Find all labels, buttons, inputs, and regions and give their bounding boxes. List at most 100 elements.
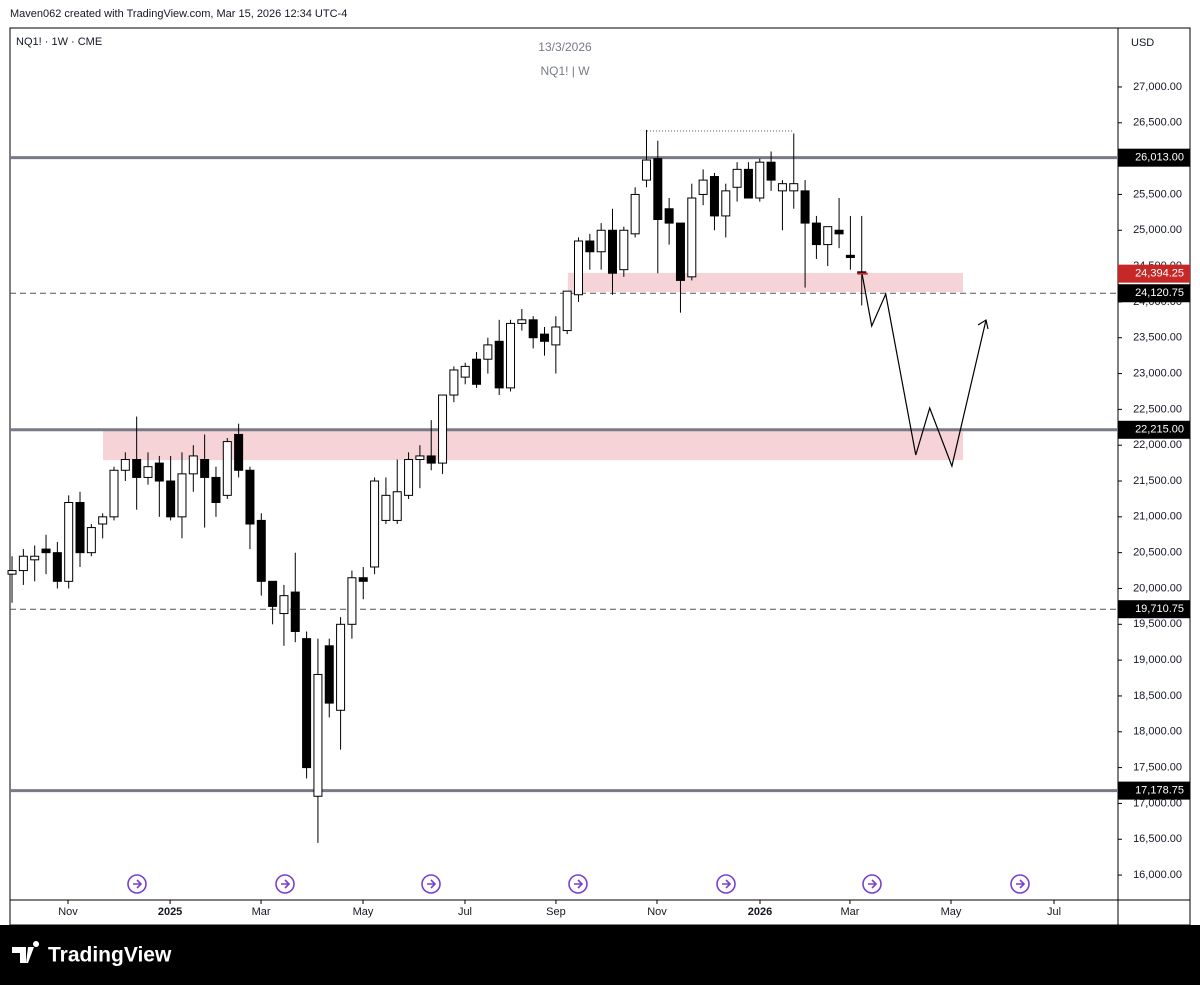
candle-body xyxy=(596,229,606,253)
y-tick-label: 23,000.00 xyxy=(1133,367,1182,379)
y-tick-label: 21,000.00 xyxy=(1133,511,1182,523)
candle-body xyxy=(188,455,198,475)
candle-body xyxy=(823,226,833,246)
last-price-label: 24,394.25 xyxy=(1135,268,1184,280)
candle-body xyxy=(721,190,731,217)
overlay xyxy=(127,130,1030,894)
header: Maven062 created with TradingView.com, M… xyxy=(10,8,347,20)
candle-body xyxy=(86,527,96,554)
candle-body xyxy=(834,229,844,235)
candle-body xyxy=(381,494,391,521)
candle-body xyxy=(211,476,221,504)
candle-body xyxy=(234,433,244,471)
candle-body xyxy=(675,222,685,281)
y-tick-label: 17,000.00 xyxy=(1133,797,1182,809)
candle-body xyxy=(630,193,640,235)
candle-body xyxy=(426,455,436,464)
projection-arrowhead xyxy=(977,319,989,330)
candle-body xyxy=(551,326,561,346)
level-tag-label: 19,710.75 xyxy=(1135,603,1184,615)
candle-body xyxy=(607,229,617,274)
x-tick-label: 2026 xyxy=(748,906,772,918)
candle-body xyxy=(698,179,708,195)
last-price-tag xyxy=(1118,264,1190,283)
plot-area xyxy=(7,129,1118,843)
candle-body xyxy=(483,344,493,360)
candle-body xyxy=(143,466,153,478)
candle-body xyxy=(438,394,448,464)
y-tick-label: 20,000.00 xyxy=(1133,582,1182,594)
x-tick-label: May xyxy=(353,906,374,918)
candle-body xyxy=(18,555,28,572)
level-tag xyxy=(1118,148,1190,167)
x-tick-label: May xyxy=(941,906,962,918)
level-tag xyxy=(1118,781,1190,800)
candle-body xyxy=(732,168,742,188)
candle-body xyxy=(41,548,51,554)
candle-body xyxy=(653,158,663,221)
candle-body xyxy=(449,369,459,396)
candle-body xyxy=(789,183,799,192)
y-tick-label: 16,500.00 xyxy=(1133,833,1182,845)
currency: USD xyxy=(1131,37,1154,49)
zone xyxy=(103,431,964,461)
level-tag-label: 22,215.00 xyxy=(1135,424,1184,436)
y-tick-label: 19,000.00 xyxy=(1133,654,1182,666)
candle-body xyxy=(562,290,572,332)
event-icon-arrow xyxy=(281,879,291,889)
level-tag-label: 26,013.00 xyxy=(1135,152,1184,164)
candle-body xyxy=(279,595,289,615)
candle-body xyxy=(98,516,108,525)
candle-body xyxy=(52,552,62,582)
candle-body xyxy=(415,455,425,461)
y-tick-label: 26,500.00 xyxy=(1133,117,1182,129)
x-tick-label: Jul xyxy=(1047,906,1061,918)
candle-body xyxy=(313,673,323,797)
candle-body xyxy=(7,570,17,575)
level-tag-label: 24,120.75 xyxy=(1135,287,1184,299)
x-tick-label: Jul xyxy=(458,906,472,918)
event-icon-arrow xyxy=(427,879,437,889)
candle-body xyxy=(177,473,187,518)
x-tick-label: 2025 xyxy=(158,906,182,918)
candle-body xyxy=(256,519,266,582)
subtitle: 13/3/2026 xyxy=(538,40,592,54)
candle-body xyxy=(664,208,674,224)
candle-body xyxy=(743,168,753,199)
level-tag xyxy=(1118,284,1190,303)
x-tick-label: Nov xyxy=(647,906,667,918)
x-tick-label: Nov xyxy=(58,906,78,918)
candle-body xyxy=(766,161,776,181)
candle-body xyxy=(528,319,538,339)
logo xyxy=(12,941,40,963)
candle-body xyxy=(290,591,300,632)
y-tick-label: 25,500.00 xyxy=(1133,188,1182,200)
candle-body xyxy=(120,459,130,471)
y-tick-label: 22,500.00 xyxy=(1133,403,1182,415)
candle-body xyxy=(460,365,470,378)
candle-body xyxy=(540,333,550,342)
y-tick-label: 19,500.00 xyxy=(1133,618,1182,630)
symbol-label: NQ1! · 1W · CME xyxy=(16,36,102,48)
x-tick-label: Mar xyxy=(840,906,859,918)
candle-body xyxy=(404,459,414,496)
candle-body xyxy=(641,159,651,181)
candle-body xyxy=(336,623,346,711)
candle-body xyxy=(619,229,629,271)
candle-body xyxy=(302,638,312,769)
candle-body xyxy=(755,161,765,199)
candle-body xyxy=(132,459,142,478)
candle-body xyxy=(472,358,482,385)
event-icon-arrow xyxy=(722,879,732,889)
candle-body xyxy=(166,480,176,518)
candle-body xyxy=(392,491,402,521)
candle-body xyxy=(222,441,232,496)
candle-body xyxy=(200,459,210,478)
candle-body xyxy=(845,254,855,258)
candle-body xyxy=(75,502,85,554)
candle-body xyxy=(800,190,810,224)
x-tick-label: Mar xyxy=(252,906,271,918)
brand: TradingView xyxy=(48,944,172,967)
title: NQ1! | W xyxy=(540,64,590,78)
